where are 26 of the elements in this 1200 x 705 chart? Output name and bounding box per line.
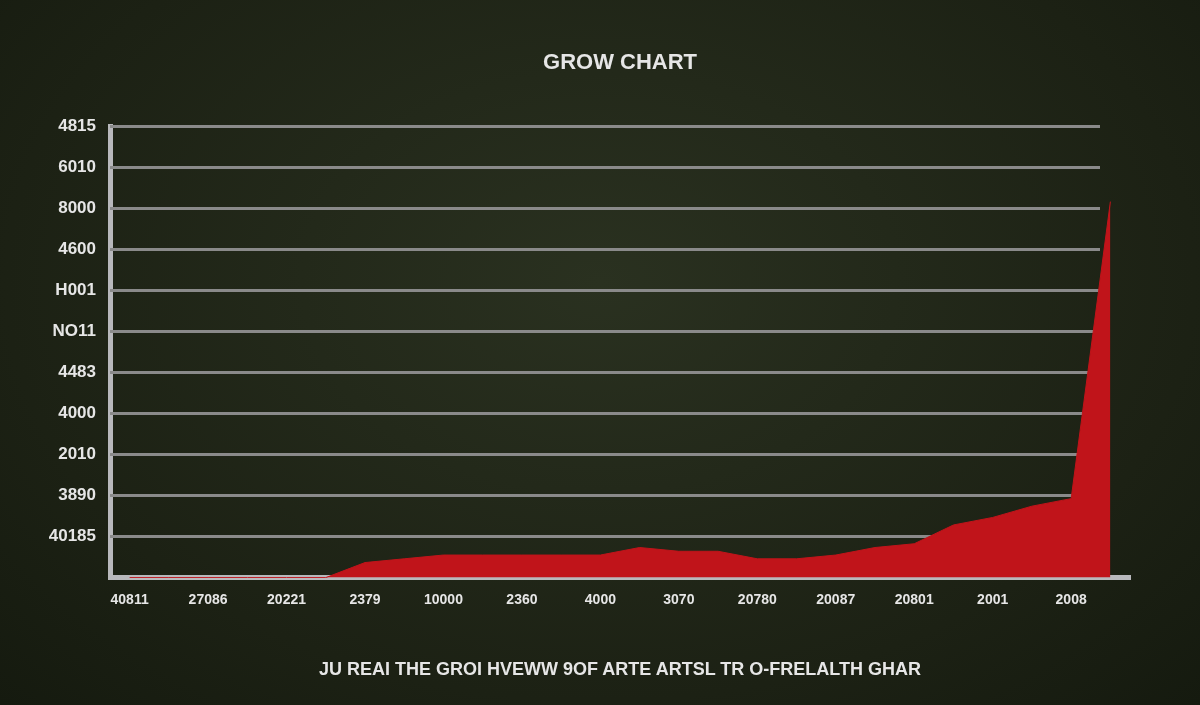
x-tick-label: 2379: [349, 590, 381, 607]
x-tick-label: 20087: [816, 590, 856, 607]
text: 4000: [58, 403, 96, 423]
x-tick-label: 3070: [663, 590, 695, 607]
text: 4600: [58, 239, 96, 259]
text: 3890: [58, 485, 96, 505]
text: 4815: [58, 116, 96, 136]
x-tick-label: 20801: [894, 590, 934, 607]
text: NO11: [52, 321, 96, 341]
chart-title: GROW CHART: [543, 49, 698, 75]
text: 6010: [58, 157, 96, 177]
x-tick-label: 40811: [110, 590, 149, 607]
x-axis-title: JU REAI THE GROI HVEWW 9OF ARTE ARTSL TR O-FRELALTH GHAR: [319, 659, 921, 680]
x-tick-label: 20221: [267, 590, 307, 607]
x-tick-label: 4000: [584, 590, 617, 607]
x-tick-label: 27086: [188, 590, 228, 607]
text: 2010: [58, 444, 96, 464]
x-tick-label: 20780: [737, 590, 777, 607]
text: H001: [55, 280, 96, 300]
x-tick-label: 2360: [506, 590, 538, 607]
x-tick-label: 2008: [1055, 590, 1087, 607]
x-tick-label: 10000: [423, 590, 464, 607]
text: 40185: [48, 526, 96, 546]
text: 8000: [58, 198, 96, 218]
text: 4483: [58, 362, 96, 382]
x-tick-label: 2001: [977, 590, 1009, 607]
